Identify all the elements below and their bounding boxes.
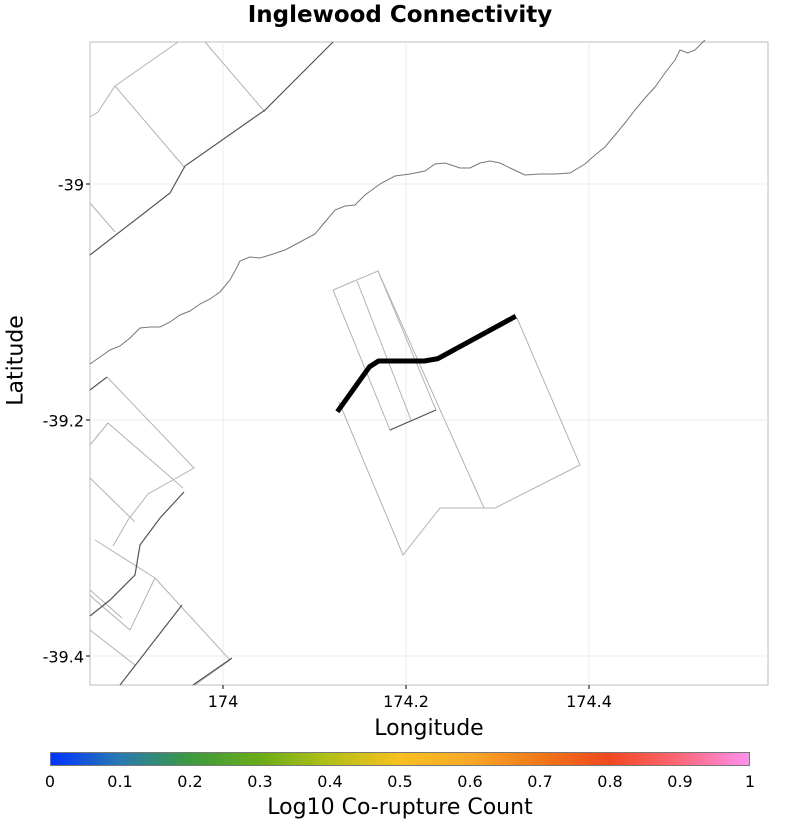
dark-faults — [89, 41, 437, 686]
fault-dark-d — [119, 604, 183, 686]
fault-top-left-b — [89, 202, 116, 233]
colorbar-tick-label: 0.8 — [597, 772, 623, 791]
fault-dark-f — [192, 657, 233, 686]
fault-block-lower-left-b — [89, 422, 184, 489]
colorbar-tick-label: 0.3 — [247, 772, 273, 791]
colorbar-tick-label: 0.6 — [457, 772, 483, 791]
x-tick-label: 174.4 — [566, 692, 612, 711]
x-tick-label: 174 — [207, 692, 239, 711]
colorbar-label: Log10 Co-rupture Count — [267, 795, 533, 820]
plot-frame — [89, 41, 769, 686]
colorbar-tick-label: 0.1 — [107, 772, 133, 791]
colorbar-tick-label: 0.9 — [667, 772, 693, 791]
fault-top-left-a — [89, 85, 186, 169]
fault-box-b — [356, 280, 412, 421]
colorbar-gradient — [50, 752, 750, 766]
inglewood-fault-trace — [335, 314, 517, 414]
x-axis-label: Longitude — [374, 716, 484, 741]
fault-dark-b — [89, 376, 108, 391]
y-tick-label: -39 — [57, 175, 84, 195]
y-tick-label: -39.4 — [42, 647, 84, 667]
fault-block-lower-left-e — [89, 589, 123, 619]
colorbar-tick-label: 0.4 — [317, 772, 343, 791]
background-faults — [89, 41, 581, 686]
colorbar-tick-label: 1 — [744, 772, 756, 791]
fault-dark-c — [89, 491, 185, 617]
fault-top-left-c — [114, 41, 179, 87]
fault-box-c — [338, 317, 581, 556]
fault-block-lower-left-c — [89, 477, 136, 523]
colorbar-tick-label: 0.5 — [387, 772, 413, 791]
gridlines — [90, 42, 768, 685]
chart-title: Inglewood Connectivity — [247, 2, 553, 28]
fault-top-left-d — [204, 41, 266, 113]
colorbar — [50, 752, 750, 766]
fault-dark-e — [389, 409, 437, 431]
colorbar-tick-label: 0 — [44, 772, 56, 791]
colorbar-tick-label: 0.7 — [527, 772, 553, 791]
axis-ticks — [86, 183, 590, 689]
y-axis-label: Latitude — [3, 315, 29, 406]
fault-block-lower-left-g — [154, 577, 231, 686]
x-tick-label: 174.2 — [383, 692, 429, 711]
fault-block-lower-left-a — [106, 376, 195, 547]
fault-box-d — [377, 270, 485, 509]
fault-block-lower-left-d — [89, 539, 156, 631]
colorbar-tick-label: 0.2 — [177, 772, 203, 791]
fault-block-lower-left-f — [89, 629, 136, 666]
fault-dark-a — [89, 41, 334, 256]
y-tick-label: -39.2 — [42, 411, 84, 431]
coastline — [89, 39, 706, 365]
